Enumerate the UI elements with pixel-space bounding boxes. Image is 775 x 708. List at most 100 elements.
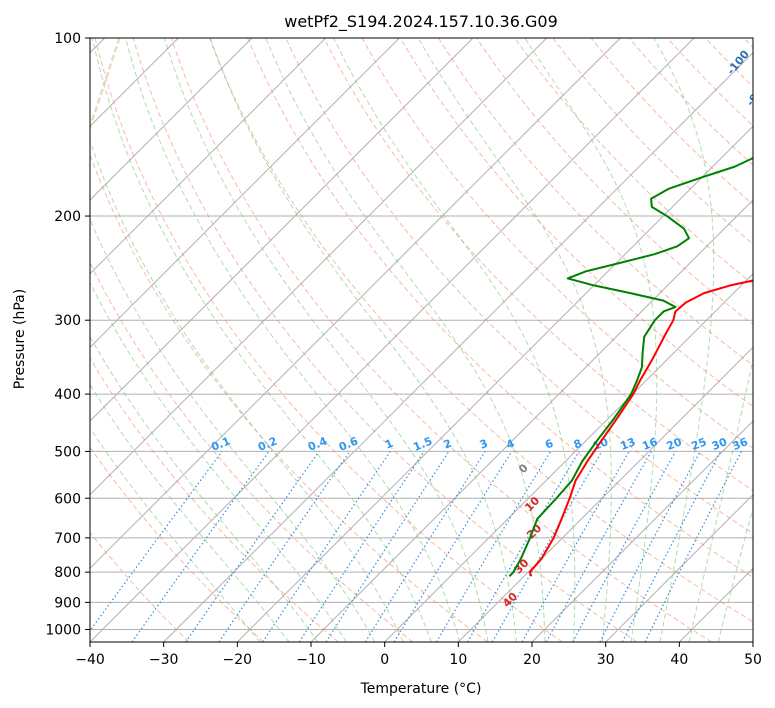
isotherm--80 xyxy=(90,38,400,349)
isotherm--60 xyxy=(90,38,548,496)
mixing-ratio-label: 20 xyxy=(665,435,684,453)
mixing-ratio-label: 2 xyxy=(442,437,454,452)
y-tick-label: 1000 xyxy=(45,622,81,638)
x-tick-label: −40 xyxy=(75,652,105,668)
mixing-ratio-line xyxy=(90,451,223,632)
x-tick-label: 40 xyxy=(670,652,688,668)
isotherm-40 xyxy=(678,567,753,642)
x-tick-label: 10 xyxy=(449,652,467,668)
dewpoint-profile xyxy=(508,156,753,577)
moist-adiabat xyxy=(417,38,612,642)
y-tick-label: 200 xyxy=(54,209,81,225)
moist-adiabat xyxy=(265,38,546,642)
plot-frame xyxy=(89,37,754,643)
y-axis-label: Pressure (hPa) xyxy=(12,289,28,389)
moist-adiabat-label: 40 xyxy=(500,590,520,610)
isotherm-50 xyxy=(752,641,753,642)
mixing-ratio-line xyxy=(364,451,486,642)
chart-title: wetPf2_S194.2024.157.10.36.G09 xyxy=(284,12,558,32)
mixing-ratio-line xyxy=(572,451,677,642)
dry-adiabat xyxy=(476,38,753,326)
isotherm--20 xyxy=(236,125,753,642)
y-tick-label: 800 xyxy=(54,565,81,581)
dry-adiabat xyxy=(209,38,753,623)
dry-adiabat xyxy=(399,38,753,408)
moist-adiabat xyxy=(717,506,753,642)
moist-adiabat xyxy=(90,427,261,642)
x-tick-label: −10 xyxy=(296,652,326,668)
isotherm--90 xyxy=(90,38,327,275)
isotherm--30 xyxy=(163,51,753,642)
mixing-ratio-line xyxy=(298,451,425,642)
dry-adiabat xyxy=(90,261,414,642)
moist-adiabat xyxy=(333,38,576,642)
mixing-ratio-label: 30 xyxy=(710,435,729,453)
mixing-ratio-line xyxy=(621,451,722,642)
moist-adiabat xyxy=(90,383,290,642)
x-axis-label: Temperature (°C) xyxy=(360,681,482,697)
dry-adiabat xyxy=(94,38,563,642)
y-tick-label: 700 xyxy=(54,531,81,547)
mixing-ratio-line xyxy=(491,451,603,642)
isotherm--100 xyxy=(90,38,253,201)
mixing-ratio-line xyxy=(599,451,701,642)
y-tick-label: 600 xyxy=(54,491,81,507)
moist-adiabat xyxy=(209,38,517,642)
plot-clip-group: 0.1 0.2 0.4 0.6 1 1.5 2 3 4 6 8 10 13 16 20 25 30 36-100-… xyxy=(90,38,775,642)
dry-adiabat xyxy=(90,153,488,642)
moist-adiabat xyxy=(163,38,489,642)
mixing-ratio-line xyxy=(218,451,351,642)
moist-adiabat xyxy=(90,218,376,642)
mixing-ratio-line xyxy=(466,451,580,642)
dry-adiabat-label: -50 xyxy=(756,279,775,303)
dry-adiabat xyxy=(170,38,712,642)
y-tick-label: 900 xyxy=(54,595,81,611)
mixing-ratio-label: 3 xyxy=(478,437,490,452)
mixing-ratio-line xyxy=(521,451,630,642)
dry-adiabat-label: -90 xyxy=(744,85,767,109)
mixing-ratio-label: 6 xyxy=(543,437,555,452)
mixing-ratio-line xyxy=(435,451,552,642)
mixing-ratio-line xyxy=(325,451,450,642)
mixing-ratio-label: 8 xyxy=(572,437,584,452)
dry-adiabat xyxy=(285,38,753,535)
dry-adiabat xyxy=(667,38,753,127)
isotherm--50 xyxy=(90,38,621,570)
dry-adiabat-label: -60 xyxy=(757,226,775,250)
y-tick-label: 300 xyxy=(54,313,81,329)
x-tick-label: −20 xyxy=(223,652,253,668)
mixing-ratio-label: 25 xyxy=(689,435,708,453)
isotherm--70 xyxy=(90,38,474,422)
dry-adiabat xyxy=(90,446,264,642)
mixing-ratio-label: 36 xyxy=(731,435,750,453)
isotherm-20 xyxy=(531,420,753,642)
dry-adiabat xyxy=(705,38,753,88)
isotherm--10 xyxy=(310,199,753,642)
isotherm-10 xyxy=(457,346,753,642)
moist-adiabat-label: 0 xyxy=(516,461,531,476)
x-tick-label: 50 xyxy=(744,652,762,668)
x-tick-label: 30 xyxy=(597,652,615,668)
moist-adiabat xyxy=(90,138,404,642)
dry-adiabat xyxy=(247,38,753,578)
plot-area: 0.1 0.2 0.4 0.6 1 1.5 2 3 4 6 8 10 13 16 20 25 30 36-100-… xyxy=(90,38,775,642)
moist-adiabat xyxy=(91,38,432,642)
dry-adiabat-label: -70 xyxy=(757,175,775,199)
isotherm--40 xyxy=(90,38,695,642)
x-tick-label: −30 xyxy=(149,652,179,668)
dry-adiabat xyxy=(552,38,753,245)
x-tick-label: 20 xyxy=(523,652,541,668)
dry-adiabat xyxy=(361,38,753,449)
dry-adiabat xyxy=(90,531,190,642)
dry-adiabat xyxy=(132,38,638,642)
mixing-ratio-label: 4 xyxy=(504,437,516,452)
mixing-ratio-line xyxy=(393,451,513,642)
x-tick-label: 0 xyxy=(380,652,389,668)
moist-adiabat xyxy=(90,281,347,642)
mixing-ratio-line xyxy=(131,451,270,642)
moist-adiabat xyxy=(125,38,461,642)
isotherm-0 xyxy=(384,272,753,642)
mixing-ratio-line xyxy=(262,451,391,642)
moist-adiabat xyxy=(524,38,658,642)
